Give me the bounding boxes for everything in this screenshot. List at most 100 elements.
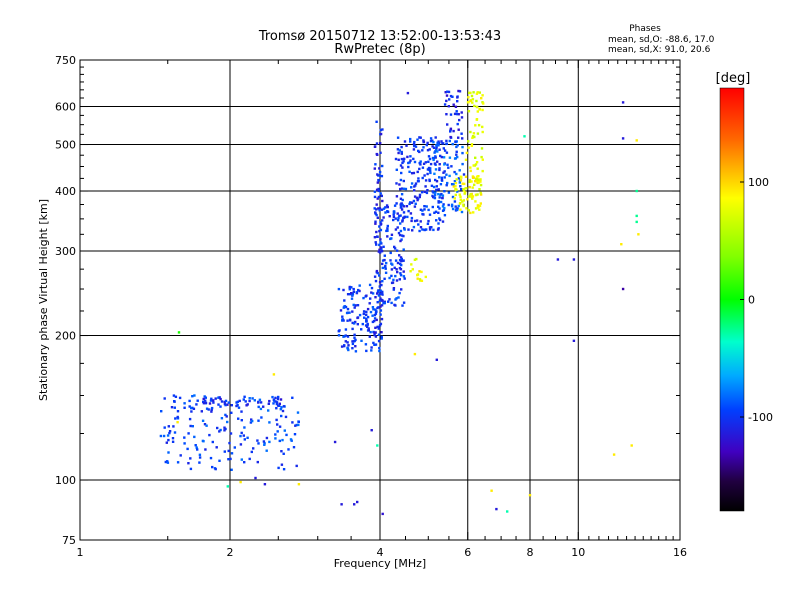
data-point xyxy=(462,204,465,208)
data-point xyxy=(458,181,461,184)
data-point xyxy=(348,319,352,322)
data-point xyxy=(431,205,434,209)
data-point xyxy=(396,219,400,222)
data-point xyxy=(420,191,424,194)
data-point xyxy=(506,510,509,513)
data-point xyxy=(192,407,196,410)
data-point xyxy=(455,188,458,191)
data-point xyxy=(378,251,382,254)
data-point xyxy=(378,170,382,174)
data-point xyxy=(464,175,468,178)
data-point xyxy=(443,190,446,193)
data-point xyxy=(413,352,417,356)
data-point xyxy=(447,90,451,94)
data-point xyxy=(202,440,205,443)
data-point xyxy=(432,228,435,232)
data-point xyxy=(358,284,361,287)
data-point xyxy=(229,432,233,435)
data-point xyxy=(172,394,176,397)
data-point xyxy=(343,335,346,338)
data-point xyxy=(243,461,246,464)
data-point xyxy=(340,503,343,506)
data-point xyxy=(396,261,400,265)
data-point xyxy=(267,402,270,405)
data-point xyxy=(352,303,355,307)
data-point xyxy=(425,143,428,147)
data-point xyxy=(418,229,421,233)
data-point xyxy=(476,91,479,94)
data-point xyxy=(345,311,349,315)
data-point xyxy=(417,149,420,153)
data-point xyxy=(469,169,472,173)
data-point xyxy=(453,112,457,116)
data-point xyxy=(373,195,377,199)
data-point xyxy=(380,247,383,251)
data-point xyxy=(402,270,405,273)
data-point xyxy=(204,448,207,451)
data-point xyxy=(173,431,177,434)
data-point xyxy=(450,165,453,168)
data-point xyxy=(361,322,364,326)
data-point xyxy=(257,405,260,409)
data-point xyxy=(240,431,243,435)
data-point xyxy=(429,162,433,166)
data-point xyxy=(400,206,403,209)
data-point xyxy=(475,105,479,109)
data-point xyxy=(408,161,411,164)
data-point xyxy=(456,122,459,126)
data-point xyxy=(440,155,443,159)
data-point xyxy=(236,400,239,403)
data-point xyxy=(377,325,380,329)
data-point xyxy=(399,274,403,277)
data-point xyxy=(219,405,222,408)
data-point xyxy=(376,306,379,310)
data-point xyxy=(400,145,403,149)
data-point xyxy=(459,201,462,205)
data-point xyxy=(393,303,396,307)
data-point xyxy=(403,140,407,143)
data-point xyxy=(473,104,476,108)
data-point xyxy=(445,139,448,143)
data-point xyxy=(481,130,484,134)
data-point xyxy=(276,397,280,401)
data-point xyxy=(470,180,473,183)
data-point xyxy=(218,396,221,399)
data-point xyxy=(377,178,380,182)
data-point xyxy=(397,231,401,235)
data-point xyxy=(455,153,458,156)
data-point xyxy=(421,166,425,169)
data-point xyxy=(333,440,337,444)
data-point xyxy=(373,207,376,210)
data-point xyxy=(401,219,404,222)
data-point xyxy=(373,313,377,317)
data-point xyxy=(474,200,477,203)
data-point xyxy=(176,417,180,420)
data-point xyxy=(240,419,243,422)
data-point xyxy=(282,452,285,455)
data-point xyxy=(272,402,275,405)
data-point xyxy=(419,226,423,229)
data-point xyxy=(459,175,463,179)
data-point xyxy=(438,163,441,166)
data-point xyxy=(267,409,270,412)
data-point xyxy=(375,230,378,234)
data-point xyxy=(379,313,382,316)
data-point xyxy=(423,190,426,193)
data-point xyxy=(353,306,356,309)
data-point xyxy=(230,452,234,455)
data-point xyxy=(469,166,472,169)
data-point xyxy=(399,272,402,275)
data-point xyxy=(297,423,300,427)
data-point xyxy=(480,147,484,150)
data-point xyxy=(250,418,253,421)
data-point xyxy=(456,144,459,147)
data-point xyxy=(442,147,445,150)
data-point xyxy=(402,205,406,208)
data-point xyxy=(418,167,421,171)
data-point xyxy=(342,288,345,292)
data-point xyxy=(290,439,293,442)
data-point xyxy=(377,327,380,330)
data-point xyxy=(474,180,477,183)
data-point xyxy=(475,99,478,103)
data-point xyxy=(441,142,444,145)
